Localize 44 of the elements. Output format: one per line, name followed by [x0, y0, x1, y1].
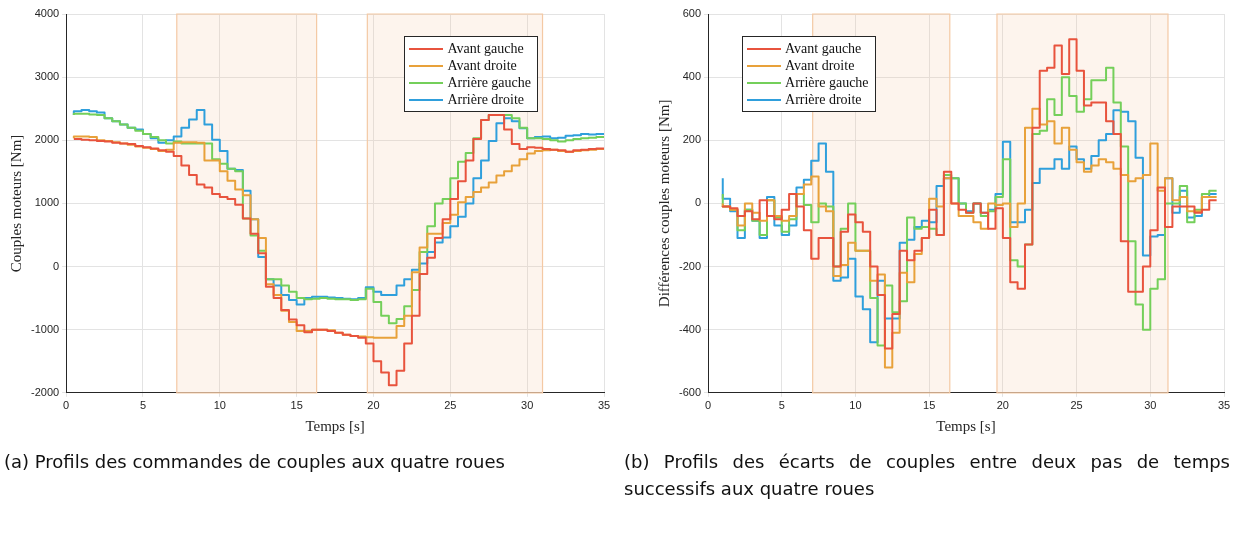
- legend-label: Avant droite: [785, 57, 855, 74]
- y-tick-label: 1000: [34, 196, 60, 209]
- x-tick-label: 35: [1217, 399, 1231, 412]
- x-tick-label: 25: [1070, 399, 1083, 412]
- x-tick-label: 20: [367, 399, 380, 412]
- text: (a) Profils des commandes de couples aux quatre roues: [4, 450, 506, 474]
- x-tick-label: 5: [139, 399, 147, 412]
- text: (b) Profils des écarts de couples entre deux pas de temps successifs aux quatre roues: [624, 450, 1230, 501]
- y-tick-label: -1000: [30, 322, 60, 335]
- x-tick-label: 20: [996, 399, 1009, 412]
- x-tick-label: 10: [849, 399, 862, 412]
- y-tick-label: 200: [682, 133, 702, 146]
- y-tick-label: 4000: [34, 7, 60, 20]
- y-tick-label: 2000: [34, 133, 60, 146]
- y-tick-label: 3000: [34, 70, 60, 83]
- x-tick-label: 0: [63, 399, 70, 412]
- legend-label: Avant gauche: [447, 40, 524, 57]
- legend-label: Arrière gauche: [447, 74, 531, 91]
- x-tick-label: 0: [704, 399, 712, 412]
- x-tick-label: 10: [213, 399, 226, 412]
- legend-label: Avant gauche: [785, 40, 862, 57]
- x-tick-label: 35: [597, 399, 611, 412]
- x-axis-title: Temps [s]: [936, 417, 996, 434]
- y-tick-label: -400: [678, 322, 702, 335]
- x-tick-label: 25: [444, 399, 457, 412]
- legend-label: Arrière droite: [447, 91, 525, 108]
- legend-label: Arrière gauche: [785, 74, 869, 91]
- x-tick-label: 30: [1144, 399, 1157, 412]
- x-tick-label: 30: [521, 399, 534, 412]
- x-tick-label: 15: [290, 399, 303, 412]
- x-axis-title: Temps [s]: [305, 417, 365, 434]
- y-tick-label: -200: [678, 259, 702, 272]
- x-tick-label: 15: [923, 399, 936, 412]
- y-axis-title: Différences couples moteurs [Nm]: [655, 99, 672, 308]
- y-tick-label: 0: [53, 259, 60, 272]
- legend-label: Arrière droite: [785, 91, 862, 108]
- y-tick-label: 400: [682, 70, 702, 83]
- y-tick-label: 0: [694, 196, 702, 209]
- y-tick-label: -600: [678, 385, 702, 398]
- y-axis-title: Couples moteurs [Nm]: [7, 134, 24, 273]
- y-tick-label: 600: [682, 7, 702, 20]
- y-tick-label: -2000: [30, 385, 60, 398]
- x-tick-label: 5: [778, 399, 785, 412]
- legend-label: Avant droite: [447, 57, 517, 74]
